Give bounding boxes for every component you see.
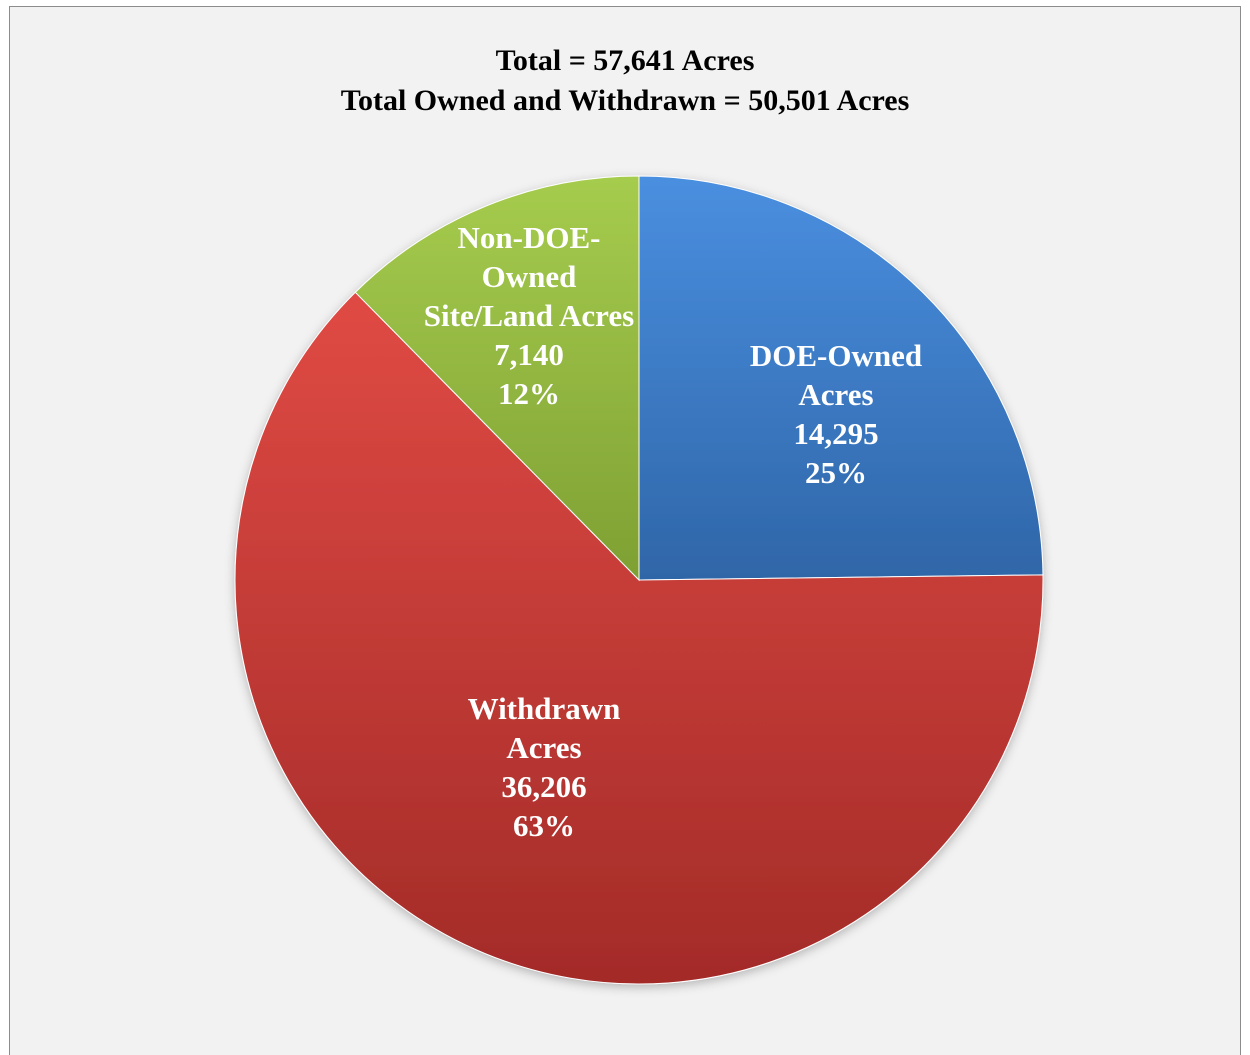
pie-slice-nondoe: [354, 175, 640, 582]
chart-title-line-1: Total = 57,641 Acres: [495, 44, 755, 77]
slice-label-withdrawn: Withdrawn Acres 36,206 63%: [468, 691, 621, 843]
slice-label-nondoe: Non-DOE-Owned Site/Land Acres 7,140 12%: [424, 220, 634, 411]
slice-label-doe: DOE-Owned Acres 14,295 25%: [750, 338, 922, 490]
pie-slice-doe: [638, 175, 1044, 581]
pie-slice-withdrawn: [234, 291, 1044, 985]
chart-title-line-2: Total Owned and Withdrawn = 50,501 Acres: [340, 84, 910, 117]
